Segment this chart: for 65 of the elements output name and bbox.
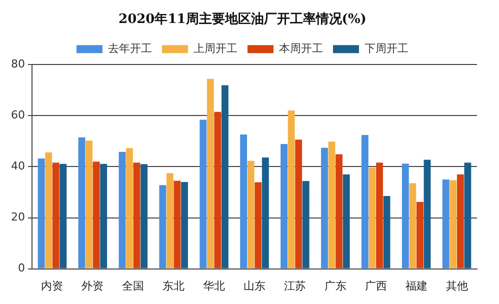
bar — [368, 167, 376, 268]
bar — [295, 140, 302, 268]
bar — [336, 154, 343, 268]
x-tick-label: 福建 — [405, 279, 428, 292]
bar — [222, 85, 228, 268]
bar — [409, 183, 416, 268]
bar — [262, 158, 269, 268]
x-tick-label: 江苏 — [284, 279, 306, 292]
bar — [321, 148, 328, 268]
x-tick-label: 广西 — [364, 279, 387, 292]
bar — [442, 179, 450, 268]
y-tick-label: 0 — [18, 262, 25, 275]
x-tick-label: 广东 — [324, 279, 346, 292]
bar — [328, 142, 336, 268]
x-tick-label: 外资 — [82, 279, 104, 292]
x-tick-label: 其他 — [446, 279, 468, 292]
bar — [140, 164, 148, 268]
bar — [280, 144, 288, 268]
bar — [38, 158, 45, 268]
bar — [181, 182, 188, 268]
legend-label: 去年开工 — [108, 42, 152, 55]
bar — [254, 182, 262, 268]
bar — [126, 148, 133, 268]
legend-label: 下周开工 — [364, 42, 408, 55]
bar — [361, 135, 368, 268]
x-tick-label: 东北 — [162, 279, 185, 292]
bar — [166, 173, 174, 268]
bar — [60, 164, 67, 268]
bar — [78, 137, 86, 268]
bar — [450, 180, 457, 268]
bar — [100, 164, 108, 268]
legend-label: 上周开工 — [194, 42, 238, 55]
bar — [174, 180, 181, 268]
bar — [133, 162, 140, 268]
y-tick-label: 20 — [10, 210, 25, 224]
chart-title: 2020年11周主要地区油厂开工率情况(%) — [118, 11, 366, 28]
bar — [45, 152, 52, 268]
bar — [200, 120, 207, 268]
bar — [206, 78, 214, 268]
y-tick-label: 60 — [10, 108, 25, 122]
bar — [456, 174, 464, 268]
bar — [52, 162, 60, 268]
legend-label: 本周开工 — [279, 42, 323, 55]
bar — [86, 140, 92, 268]
bar — [118, 152, 126, 268]
x-tick-label: 山东 — [244, 279, 266, 292]
bar — [302, 180, 310, 268]
bar — [240, 134, 248, 268]
bar — [376, 162, 383, 268]
x-tick-label: 全国 — [122, 279, 144, 292]
bar — [424, 160, 431, 268]
bar — [159, 185, 166, 268]
y-tick-label: 40 — [10, 160, 25, 173]
bar — [416, 202, 424, 268]
bar — [402, 164, 409, 268]
bar — [464, 162, 472, 268]
x-tick-label: 内资 — [41, 279, 64, 292]
y-tick-label: 80 — [10, 57, 25, 70]
bar — [288, 110, 295, 268]
bar — [214, 112, 222, 268]
bar — [383, 196, 390, 268]
x-tick-label: 华北 — [203, 279, 226, 292]
bar — [92, 162, 100, 268]
bar — [342, 174, 350, 268]
bar — [247, 160, 254, 268]
